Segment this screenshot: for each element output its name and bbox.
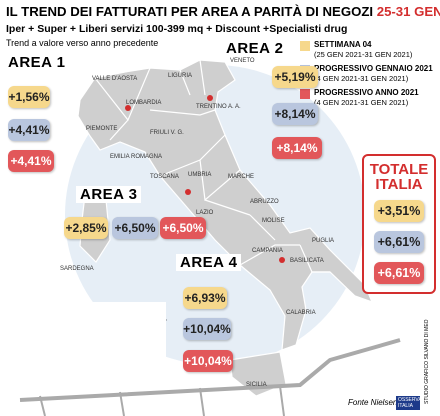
badge: +2,85% [64,217,108,239]
credit: STUDIO GRAFICO SILVANO DI MEO [424,319,430,404]
region-label: CALABRIA [286,310,316,316]
total-title: ITALIA [375,176,423,193]
region-label: VENETO [230,58,255,64]
region-label: CAMPANIA [252,248,283,254]
legend-swatch [300,89,310,99]
logo: OSSERVA ITALIA [396,396,422,410]
badge: +8,14% [272,137,322,159]
legend-label: PROGRESSIVO ANNO 2021 [314,88,419,97]
badge: +4,41% [8,119,50,141]
region-label: PUGLIA [312,238,334,244]
legend-swatch [300,41,310,51]
region-label: PIEMONTE [86,126,117,132]
region-label: VALLE D'AOSTA [92,76,137,82]
region-label: ABRUZZO [250,199,279,205]
region-label: MARCHE [228,174,254,180]
note: Trend a valore verso anno precedente [6,38,159,48]
badge: +1,56% [8,86,50,108]
region-label: LAZIO [196,210,214,216]
region-label: TOSCANA [150,174,179,180]
legend-item: PROGRESSIVO GENNAIO 2021 (4 GEN 2021-31 G… [300,64,433,84]
region-label: EMILIA ROMAGNA [110,154,162,160]
total-badge: +3,51% [374,200,424,222]
source: Fonte Nielsen [348,398,398,407]
title-date: 25-31 GENNAIO 2021 [376,4,440,19]
area-name: AREA 3 [76,186,142,203]
total-badge: +6,61% [374,262,424,284]
region-label: SICILIA [246,382,267,388]
badge: +4,41% [8,150,54,172]
legend-label: PROGRESSIVO GENNAIO 2021 [314,64,433,73]
badge: +5,19% [272,66,318,88]
key-box [6,302,166,374]
legend-item: PROGRESSIVO ANNO 2021 (4 GEN 2021-31 GEN … [300,88,419,108]
region-label: LOMBARDIA [126,100,161,106]
legend-period: (4 GEN 2021-31 GEN 2021) [314,74,409,83]
badge: +6,93% [183,287,227,309]
region-label: UMBRIA [188,172,211,178]
legend-period: (25 GEN 2021-31 GEN 2021) [314,50,413,59]
badge: +6,50% [160,217,206,239]
cart-graphic [19,338,401,416]
region-label: TRENTINO A. A. [196,104,241,110]
area-name: AREA 2 [222,40,288,57]
legend-label: SETTIMANA 04 [314,40,372,49]
total-title: TOTALE [369,161,429,178]
badge: +10,04% [183,350,233,372]
badge: +8,14% [272,103,318,125]
subtitle: Iper + Super + Liberi servizi 100-399 mq… [6,23,348,35]
badge: +6,50% [112,217,158,239]
title-text: IL TREND DEI FATTURATI PER AREA A PARITÀ… [6,4,374,19]
region-label: SARDEGNA [60,266,94,272]
region-label: MOLISE [262,218,285,224]
total-badge: +6,61% [374,231,424,253]
title: IL TREND DEI FATTURATI PER AREA A PARITÀ… [6,4,440,19]
region-label: FRIULI V. G. [150,130,184,136]
legend-period: (4 GEN 2021-31 GEN 2021) [314,98,409,107]
area-name: AREA 1 [4,54,70,71]
legend-item: SETTIMANA 04 (25 GEN 2021-31 GEN 2021) [300,40,413,60]
region-label: LIGURIA [168,73,192,79]
badge: +10,04% [183,318,231,340]
area-dots [125,95,285,263]
region-label: BASILICATA [290,258,324,264]
area-name: AREA 4 [176,254,242,271]
